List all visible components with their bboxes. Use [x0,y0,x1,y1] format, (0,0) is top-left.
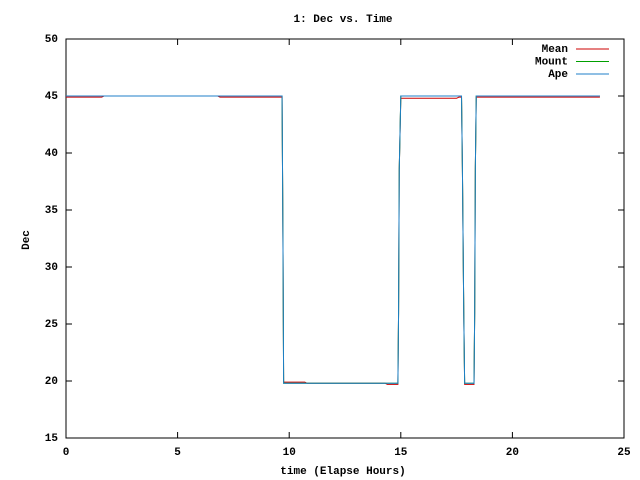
series-line [66,95,600,385]
y-tick-label: 50 [45,34,58,46]
x-tick-label: 10 [283,447,296,459]
x-tick-label: 15 [394,447,408,459]
x-tick-label: 5 [174,447,181,459]
y-tick-label: 45 [45,91,59,103]
plot-border [65,38,625,439]
x-axis-label: time (Elapse Hours) [280,466,405,478]
legend-label: Ape [548,69,568,81]
x-tick-label: 25 [617,447,631,459]
y-tick-label: 30 [45,262,58,274]
legend-label: Mount [535,56,568,68]
series-line [66,95,600,384]
y-tick-label: 40 [45,148,58,160]
x-tick-label: 20 [506,447,519,459]
legend-label: Mean [542,44,568,56]
x-tick-label: 0 [63,447,70,459]
y-tick-label: 15 [45,433,59,445]
y-axis-label: Dec [21,230,33,250]
chart-title: 1: Dec vs. Time [293,14,392,26]
series-line [66,95,600,384]
y-tick-label: 25 [45,319,59,331]
y-tick-label: 20 [45,376,58,388]
y-tick-label: 35 [45,205,59,217]
